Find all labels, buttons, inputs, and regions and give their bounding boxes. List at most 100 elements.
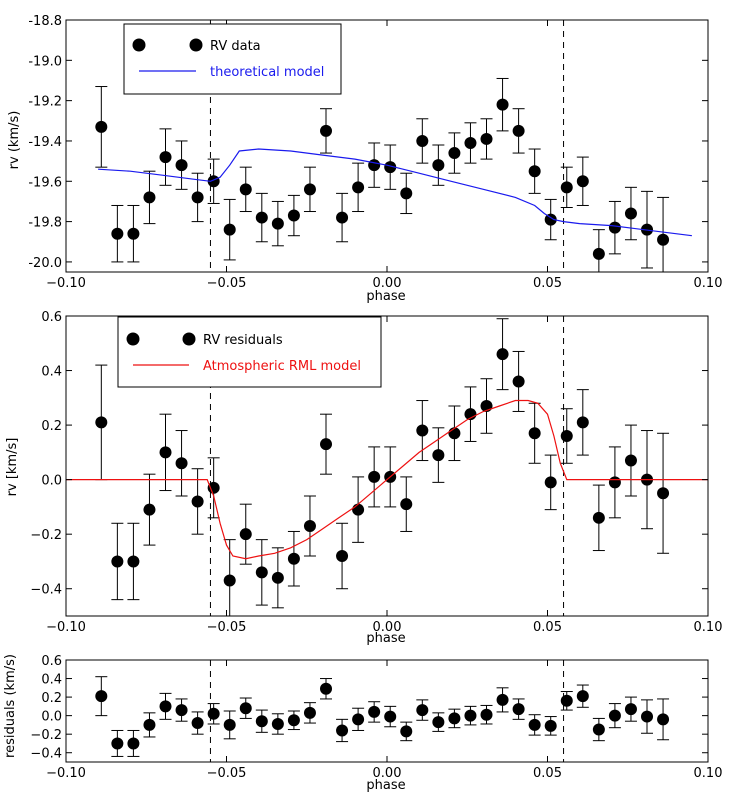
top-plot-content [95,20,692,272]
top-y-tick-label: -20.0 [28,256,62,271]
bottom-x-tick-label: −0.05 [207,766,247,781]
middle-data-point [207,481,220,494]
middle-data-point [287,552,300,565]
top-legend-marker-left [132,38,146,52]
top-data-point [320,124,333,137]
middle-y-axis-title: rv [km/s] [5,438,20,497]
bottom-x-tick-label: 0.05 [533,766,562,781]
top-plot-area: −0.10 −0.05 0.00 0.05 0.10 -20.0 -19.8 -19.6 -19… [28,14,722,291]
middle-y-tick-label: −0.4 [30,583,62,598]
middle-x-tick-label: −0.05 [207,620,247,635]
top-data-point [592,247,605,260]
top-data-point [448,147,461,160]
middle-data-point [191,495,204,508]
bottom-data-point [336,724,349,737]
bottom-y-tick-label: −0.4 [30,747,62,762]
bottom-y-tick-label: 0.6 [41,654,62,669]
top-legend-marker-right [189,38,203,52]
top-data-point [159,151,172,164]
middle-x-tick-label: 0.05 [533,620,562,635]
bottom-data-point [223,718,236,731]
middle-legend-box [117,316,382,388]
top-legend-box [123,23,342,95]
bottom-data-point [480,708,493,721]
middle-data-point [528,427,541,440]
bottom-data-point [592,723,605,736]
middle-data-point [159,446,172,459]
bottom-data-point [384,710,397,723]
top-y-tick-label: -19.4 [28,135,62,150]
middle-y-tick-label: 0.4 [41,365,62,380]
top-data-point [384,161,397,174]
middle-data-point [448,427,461,440]
top-data-point [464,136,477,149]
bottom-y-tick-label: −0.2 [30,728,62,743]
top-x-tick-label: 0.10 [694,276,723,291]
top-data-point [271,217,284,230]
top-data-point [480,132,493,145]
top-data-point [239,183,252,196]
bottom-data-point [448,712,461,725]
bottom-y-axis-title: residuals (km/s) [3,654,18,758]
middle-legend: RV residuals Atmospheric RML model [117,316,382,388]
bottom-x-tick-label: −0.10 [46,766,86,781]
top-data-point [175,159,188,172]
middle-plot-area: −0.10 −0.05 0.00 0.05 0.10 −0.4 −0.2 0.0 0.2 0.4 0… [30,310,722,635]
top-data-point [127,227,140,240]
top-data-point [191,191,204,204]
bottom-data-point [271,717,284,730]
middle-x-tick-label: −0.10 [46,620,86,635]
bottom-data-point [143,718,156,731]
bottom-data-point [352,713,365,726]
bottom-data-point [159,700,172,713]
bottom-data-point [400,725,413,738]
middle-x-axis-title: phase [366,631,405,646]
top-legend: RV data theoretical model [123,23,342,95]
bottom-y-tick-label: 0.4 [41,673,62,688]
bottom-data-point [368,705,381,718]
bottom-data-point [207,707,220,720]
middle-model-curve [66,399,708,560]
bottom-data-point [528,718,541,731]
top-x-tick-label: −0.05 [207,276,247,291]
middle-x-tick-label: 0.10 [694,620,723,635]
middle-data-point [127,555,140,568]
top-x-tick-label: 0.00 [373,276,402,291]
top-data-point [512,124,525,137]
bottom-data-point [560,694,573,707]
bottom-data-point [127,737,140,750]
top-data-point [657,233,670,246]
bottom-data-point [608,709,621,722]
middle-data-point [592,511,605,524]
top-x-tick-label: 0.05 [533,276,562,291]
top-legend-label-data: RV data [210,39,261,54]
top-data-point [608,221,621,234]
top-y-tick-label: -19.0 [28,54,62,69]
top-y-tick-label: -19.8 [28,216,62,231]
bottom-x-tick-label: 0.10 [694,766,723,781]
bottom-data-point [191,717,204,730]
bottom-data-point [287,714,300,727]
middle-data-point [175,457,188,470]
bottom-y-tick-label: 0.2 [41,691,62,706]
middle-data-point [560,430,573,442]
middle-data-point [111,555,124,568]
middle-data-point [544,476,557,489]
middle-data-point [255,566,268,579]
middle-data-point [239,528,252,541]
bottom-data-point [175,704,188,717]
bottom-data-point [512,703,525,716]
middle-y-tick-label: −0.2 [30,528,62,543]
top-data-point [111,227,124,240]
middle-legend-marker-right [182,332,196,346]
bottom-data-point [255,715,268,728]
middle-y-tick-label: 0.2 [41,419,62,434]
top-legend-label-model: theoretical model [210,65,324,80]
middle-data-point [320,438,333,451]
middle-data-point [352,503,365,516]
bottom-plot-content [95,660,670,762]
bottom-data-point [464,709,477,722]
bottom-data-point [624,703,637,716]
top-x-axis-title: phase [366,289,405,304]
top-model-curve [98,148,692,237]
